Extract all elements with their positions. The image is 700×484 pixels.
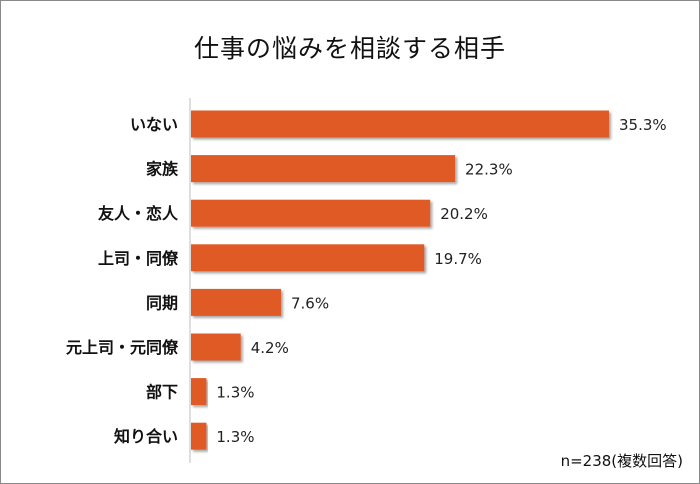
chart-title: 仕事の悩みを相談する相手 bbox=[193, 34, 506, 63]
category-label: いない bbox=[130, 115, 178, 134]
bar bbox=[191, 244, 425, 272]
value-label: 22.3% bbox=[465, 161, 513, 179]
bar bbox=[191, 155, 456, 183]
bar bbox=[191, 422, 207, 450]
bar bbox=[191, 288, 281, 316]
category-label: 元上司・元同僚 bbox=[66, 338, 179, 357]
category-label: 家族 bbox=[146, 160, 179, 179]
value-label: 20.2% bbox=[440, 205, 488, 223]
bar bbox=[191, 378, 207, 406]
bar bbox=[191, 333, 241, 361]
sample-note: n=238(複数回答) bbox=[560, 452, 683, 470]
category-label: 知り合い bbox=[114, 427, 178, 446]
category-label: 上司・同僚 bbox=[98, 249, 179, 268]
value-label: 1.3% bbox=[216, 428, 254, 446]
value-label: 19.7% bbox=[434, 250, 482, 268]
value-label: 35.3% bbox=[619, 116, 667, 134]
bar bbox=[191, 110, 609, 138]
category-label: 部下 bbox=[146, 383, 178, 402]
bar bbox=[191, 199, 431, 227]
value-label: 1.3% bbox=[216, 384, 254, 402]
category-label: 同期 bbox=[146, 293, 178, 312]
value-label: 4.2% bbox=[251, 339, 289, 357]
value-label: 7.6% bbox=[291, 294, 329, 312]
category-label: 友人・恋人 bbox=[98, 204, 179, 223]
